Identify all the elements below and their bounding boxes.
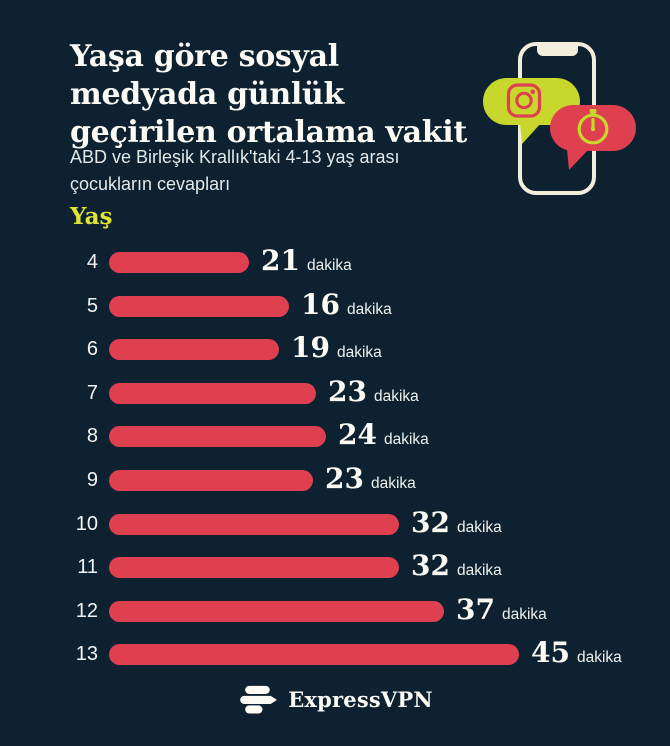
title-line: medyada günlük (70, 77, 344, 112)
chart-row: 7 23 dakika (0, 374, 670, 408)
bar (109, 426, 326, 448)
age-label: 12 (75, 599, 98, 622)
footer-brand: ExpressVPN (0, 682, 670, 716)
chart-row: 9 23 dakika (0, 461, 670, 495)
chart-row: 5 16 dakika (0, 287, 670, 321)
unit-label: dakika (576, 649, 622, 667)
unit-label: dakika (501, 605, 547, 623)
age-label: 9 (86, 468, 98, 491)
unit-label: dakika (373, 387, 419, 405)
unit-label: dakika (346, 300, 392, 318)
title-line: geçirilen ortalama vakit (70, 115, 467, 150)
subtitle-line: ABD ve Birleşik Krallık'taki 4-13 yaş ar… (70, 147, 400, 167)
bar (109, 469, 313, 491)
page-subtitle: ABD ve Birleşik Krallık'taki 4-13 yaş ar… (70, 144, 490, 198)
value-label: 45 (531, 636, 570, 670)
value-group: 32 dakika (411, 549, 502, 583)
value-group: 37 dakika (456, 592, 547, 626)
age-label: 6 (86, 338, 98, 361)
bar (109, 557, 399, 579)
unit-label: dakika (383, 431, 429, 449)
value-group: 24 dakika (338, 418, 429, 452)
bar (109, 339, 279, 361)
chart-row: 12 37 dakika (0, 592, 670, 626)
unit-label: dakika (370, 474, 416, 492)
axis-label-yas: Yaş (70, 203, 113, 230)
bar (109, 644, 519, 666)
value-label: 21 (261, 244, 300, 277)
bar (109, 600, 444, 622)
value-label: 16 (301, 287, 340, 321)
bar (109, 382, 316, 404)
value-label: 37 (456, 592, 495, 626)
bar (109, 513, 399, 535)
value-label: 23 (328, 374, 367, 408)
chart-row: 4 21 dakika (0, 244, 670, 277)
chart-row: 13 45 dakika (0, 636, 670, 670)
value-label: 32 (411, 505, 450, 539)
expressvpn-logo-icon (240, 685, 278, 714)
stopwatch-chat-bubble (550, 105, 636, 170)
subtitle-line: çocukların cevapları (70, 174, 231, 194)
value-group: 45 dakika (531, 636, 622, 670)
age-label: 13 (75, 643, 98, 666)
unit-label: dakika (336, 344, 382, 362)
age-label: 5 (86, 294, 98, 317)
instagram-icon (506, 83, 542, 118)
page-title: Yaşa göre sosyal medyada günlük geçirile… (70, 38, 510, 152)
chart-row: 6 19 dakika (0, 331, 670, 365)
value-label: 24 (338, 418, 377, 452)
chart-row: 8 24 dakika (0, 418, 670, 452)
chart-row: 10 32 dakika (0, 505, 670, 539)
age-label: 7 (86, 381, 98, 404)
brand-wordmark: ExpressVPN (288, 686, 433, 712)
chart-row: 11 32 dakika (0, 549, 670, 583)
age-label: 4 (86, 251, 98, 273)
value-group: 32 dakika (411, 505, 502, 539)
value-label: 19 (291, 331, 330, 365)
title-line: Yaşa göre sosyal (70, 39, 339, 74)
bar (109, 295, 289, 317)
value-group: 16 dakika (301, 287, 392, 321)
value-group: 19 dakika (291, 331, 382, 365)
stopwatch-icon (577, 109, 609, 145)
unit-label: dakika (306, 257, 352, 274)
value-group: 21 dakika (261, 244, 352, 277)
age-label: 8 (86, 425, 98, 448)
bar (109, 252, 249, 273)
age-label: 10 (75, 512, 98, 535)
phone-illustration (483, 42, 636, 195)
bar-chart: 4 21 dakika 5 16 dakika 6 19 dakika 7 23… (0, 244, 670, 688)
value-group: 23 dakika (325, 461, 416, 495)
value-label: 32 (411, 549, 450, 583)
value-group: 23 dakika (328, 374, 419, 408)
age-label: 11 (77, 556, 98, 579)
unit-label: dakika (456, 518, 502, 536)
value-label: 23 (325, 461, 364, 495)
unit-label: dakika (456, 562, 502, 580)
chart-rows: 4 21 dakika 5 16 dakika 6 19 dakika 7 23… (0, 244, 670, 670)
